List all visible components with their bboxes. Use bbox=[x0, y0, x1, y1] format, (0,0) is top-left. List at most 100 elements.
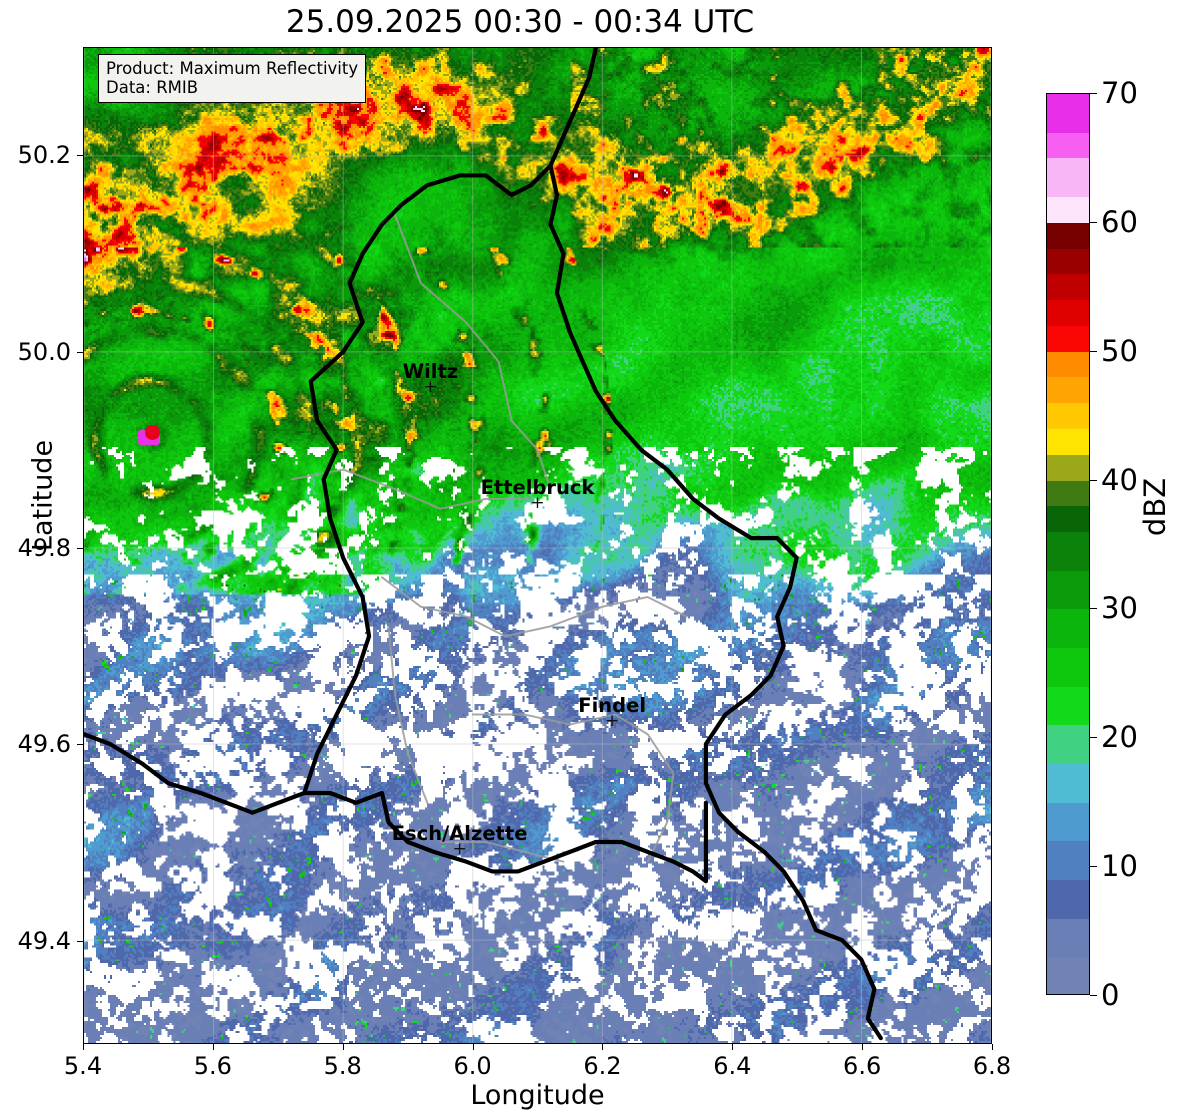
internal-border-esch bbox=[439, 841, 565, 863]
internal-border-central bbox=[290, 468, 533, 510]
x-tick-label: 6.2 bbox=[583, 1052, 622, 1080]
colorbar-band bbox=[1047, 94, 1089, 133]
x-tick bbox=[992, 1044, 993, 1050]
x-tick bbox=[212, 1044, 214, 1050]
national-border-south bbox=[302, 790, 709, 884]
y-tick-label: 50.2 bbox=[17, 141, 71, 170]
colorbar-tick-label: 10 bbox=[1101, 849, 1138, 884]
colorbar-band bbox=[1047, 428, 1089, 455]
colorbar-band bbox=[1047, 300, 1089, 326]
colorbar-band bbox=[1047, 480, 1089, 507]
product-info-box: Product: Maximum Reflectivity Data: RMIB bbox=[98, 54, 367, 103]
colorbar-tick bbox=[1090, 479, 1097, 481]
colorbar-band bbox=[1047, 454, 1089, 481]
radar-site-dot-icon bbox=[145, 424, 161, 440]
colorbar-band bbox=[1047, 325, 1089, 352]
colorbar-band bbox=[1047, 609, 1089, 648]
colorbar-band bbox=[1047, 351, 1089, 378]
x-tick bbox=[732, 1044, 734, 1050]
national-border-east bbox=[548, 163, 883, 1041]
y-axis-label: Latitude bbox=[27, 439, 59, 552]
info-product-line: Product: Maximum Reflectivity bbox=[106, 59, 359, 78]
colorbar-tick bbox=[1090, 350, 1097, 352]
colorbar-title: dBZ bbox=[1138, 477, 1172, 537]
x-tick bbox=[602, 1044, 604, 1050]
colorbar-tick-label: 30 bbox=[1101, 591, 1138, 626]
y-tick-label: 50.0 bbox=[17, 337, 71, 366]
x-tick bbox=[472, 1044, 474, 1050]
y-tick-label: 49.4 bbox=[17, 926, 71, 955]
colorbar-tick bbox=[1090, 995, 1097, 996]
national-border-northeast bbox=[548, 48, 598, 168]
colorbar-tick bbox=[1090, 608, 1097, 610]
colorbar-tick-label: 50 bbox=[1101, 333, 1138, 368]
city-name: Wiltz bbox=[402, 359, 459, 383]
internal-border-west bbox=[387, 625, 429, 804]
colorbar-band bbox=[1047, 763, 1089, 803]
x-tick-label: 6.8 bbox=[972, 1052, 1012, 1080]
radar-plot-area[interactable]: Product: Maximum Reflectivity Data: RMIB bbox=[83, 47, 992, 1044]
colorbar-band bbox=[1047, 158, 1089, 198]
colorbar-band bbox=[1047, 879, 1089, 919]
colorbar-tick bbox=[1090, 737, 1097, 739]
colorbar-band bbox=[1047, 532, 1089, 571]
x-tick-label: 6.6 bbox=[843, 1052, 882, 1080]
page-title: 25.09.2025 00:30 - 00:34 UTC bbox=[285, 4, 755, 40]
city-label-wiltz: Wiltz + bbox=[402, 359, 459, 397]
x-tick-label: 5.8 bbox=[323, 1052, 362, 1080]
x-tick-label: 5.4 bbox=[63, 1052, 103, 1080]
colorbar-tick-label: 60 bbox=[1101, 204, 1138, 239]
colorbar-band bbox=[1047, 274, 1089, 301]
y-tick bbox=[77, 547, 83, 549]
colorbar-tick bbox=[1090, 93, 1097, 94]
y-tick bbox=[77, 155, 83, 157]
colorbar-band bbox=[1047, 957, 1089, 994]
x-tick bbox=[862, 1044, 864, 1050]
internal-border-north bbox=[394, 213, 552, 491]
geography-overlay bbox=[84, 48, 991, 1043]
colorbar-band bbox=[1047, 918, 1089, 958]
city-label-esch-alzette: Esch/Alzette + bbox=[391, 821, 528, 859]
colorbar-band bbox=[1047, 222, 1089, 249]
colorbar-band bbox=[1047, 506, 1089, 533]
city-marker-icon: + bbox=[423, 376, 438, 397]
national-border-belgium-france bbox=[84, 732, 307, 815]
city-marker-icon: + bbox=[452, 838, 467, 859]
city-name: Ettelbruck bbox=[480, 475, 595, 499]
y-tick bbox=[77, 940, 83, 942]
internal-border-mid bbox=[381, 576, 688, 638]
y-tick bbox=[77, 744, 83, 746]
colorbar-band bbox=[1047, 802, 1089, 842]
colorbar-tick bbox=[1090, 221, 1097, 223]
colorbar-band bbox=[1047, 841, 1089, 880]
colorbar-band bbox=[1047, 248, 1089, 275]
colorbar-band bbox=[1047, 403, 1089, 429]
city-label-ettelbruck: Ettelbruck + bbox=[480, 475, 595, 511]
x-axis-label: Longitude bbox=[470, 1080, 605, 1111]
x-tick-label: 6.0 bbox=[453, 1052, 492, 1080]
y-tick-label: 49.6 bbox=[17, 730, 71, 759]
city-name: Esch/Alzette bbox=[391, 821, 528, 845]
x-tick-label: 5.6 bbox=[193, 1052, 232, 1080]
city-name: Findel bbox=[578, 693, 647, 717]
x-tick bbox=[342, 1044, 344, 1050]
city-marker-icon: + bbox=[605, 710, 620, 731]
colorbar bbox=[1046, 93, 1090, 995]
x-tick bbox=[83, 1044, 84, 1050]
internal-border-south bbox=[471, 713, 675, 863]
radar-reflectivity-raster bbox=[84, 48, 991, 1043]
colorbar-band bbox=[1047, 132, 1089, 159]
colorbar-tick-label: 20 bbox=[1101, 720, 1138, 755]
colorbar-band bbox=[1047, 197, 1089, 223]
x-tick-label: 6.4 bbox=[713, 1052, 752, 1080]
radar-site-marker bbox=[138, 424, 164, 447]
colorbar-band bbox=[1047, 648, 1089, 687]
colorbar-band bbox=[1047, 725, 1089, 764]
colorbar-band bbox=[1047, 377, 1089, 404]
colorbar-tick bbox=[1090, 866, 1097, 868]
y-tick bbox=[77, 351, 83, 353]
colorbar-band bbox=[1047, 686, 1089, 726]
national-border-west bbox=[302, 163, 553, 796]
y-tick-label: 49.8 bbox=[17, 533, 71, 562]
info-data-line: Data: RMIB bbox=[106, 78, 199, 97]
